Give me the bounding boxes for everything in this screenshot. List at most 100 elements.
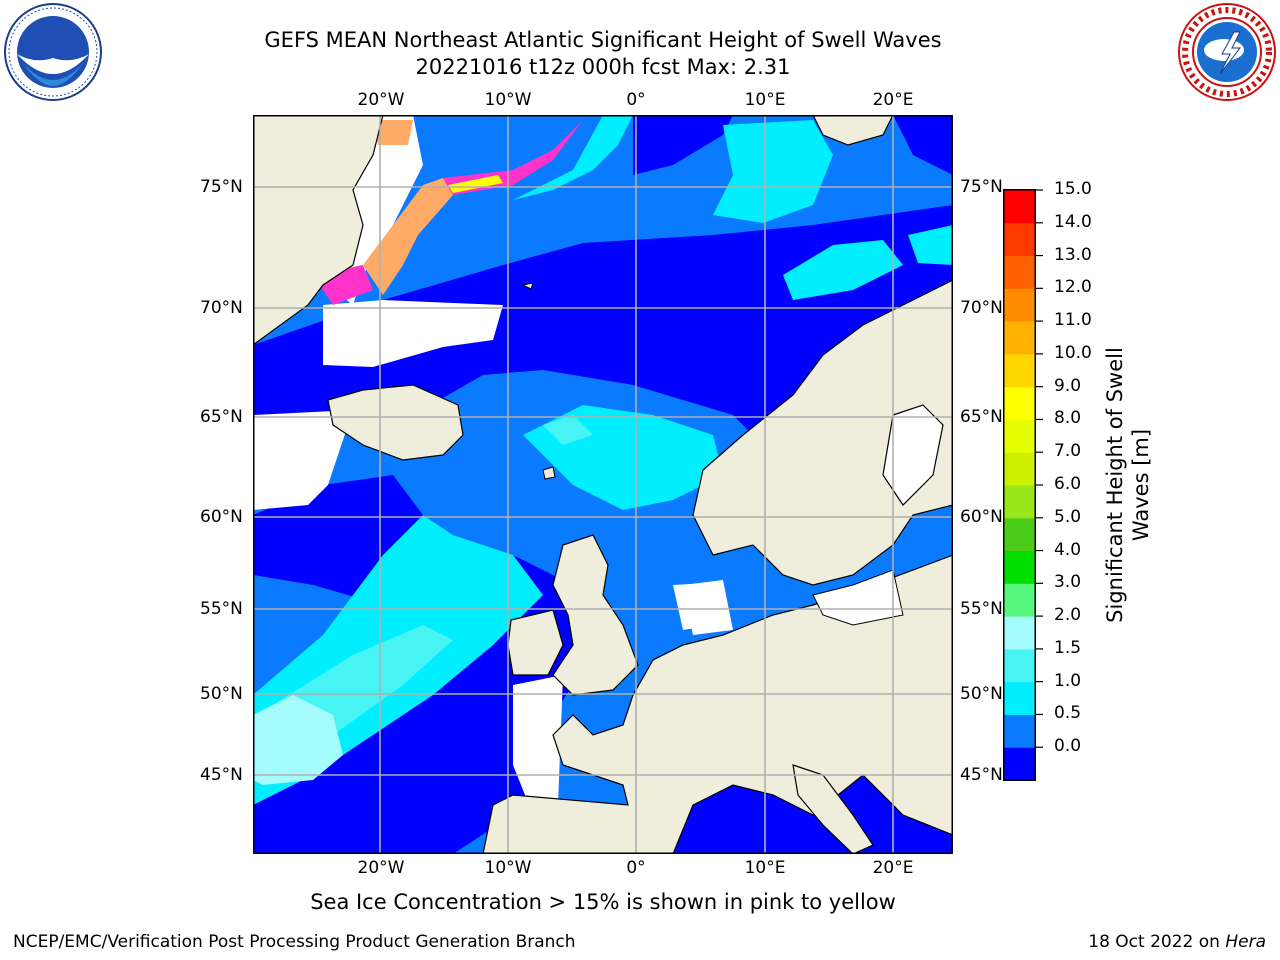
footer-date-text: 18 Oct 2022 on xyxy=(1088,932,1226,952)
colorbar-swatch xyxy=(1004,747,1035,781)
sea-ice-caption: Sea Ice Concentration > 15% is shown in … xyxy=(310,890,896,914)
great-britain-land xyxy=(552,534,639,696)
swell-band-1.0-1.5 xyxy=(783,240,903,300)
lon-label-top: 10°W xyxy=(484,90,532,110)
swell-band-0-0.5 xyxy=(633,115,733,175)
lat-label-left: 65°N xyxy=(200,407,243,427)
swell-height-map xyxy=(253,115,953,854)
swell-band-0-0.5 xyxy=(893,115,953,175)
swell-band-1.0-1.5 xyxy=(908,225,953,265)
swell-band-1.0-1.5 xyxy=(513,115,633,200)
colorbar xyxy=(1003,189,1043,781)
lon-label-bottom: 20°E xyxy=(872,858,914,878)
colorbar-swatch xyxy=(1004,485,1035,519)
lat-label-right: 45°N xyxy=(960,765,1003,785)
lon-label-top: 0° xyxy=(626,90,646,110)
colorbar-swatch xyxy=(1004,681,1035,715)
swell-band-1.5-2.0 xyxy=(543,415,593,445)
sea-ice-region xyxy=(448,175,503,193)
lon-label-top: 20°W xyxy=(357,90,405,110)
sea-ice-region xyxy=(363,178,453,295)
colorbar-swatch xyxy=(1004,452,1035,486)
lon-label-bottom: 0° xyxy=(626,858,646,878)
sea-ice-region xyxy=(443,120,583,195)
lat-label-right: 55°N xyxy=(960,599,1003,619)
footer-date: 18 Oct 2022 on Hera xyxy=(1088,932,1266,952)
colorbar-tick-label: 1.0 xyxy=(1054,670,1082,691)
colorbar-tick-label: 10.0 xyxy=(1054,342,1092,363)
noaa-logo xyxy=(4,3,102,101)
lon-label-top: 10°E xyxy=(744,90,786,110)
colorbar-tick-label: 3.0 xyxy=(1054,572,1082,593)
colorbar-tick-label: 8.0 xyxy=(1054,408,1082,429)
lat-label-right: 60°N xyxy=(960,507,1003,527)
colorbar-title: Significant Height of Swell Waves [m] xyxy=(1102,325,1154,645)
colorbar-swatch xyxy=(1004,321,1035,355)
lat-label-right: 75°N xyxy=(960,177,1003,197)
colorbar-title-line2: Waves [m] xyxy=(1129,428,1153,542)
lat-label-left: 55°N xyxy=(200,599,243,619)
colorbar-swatch xyxy=(1004,517,1035,552)
no-data-region xyxy=(513,675,563,815)
lon-label-bottom: 20°W xyxy=(357,858,405,878)
lon-label-top: 20°E xyxy=(872,90,914,110)
colorbar-swatch xyxy=(1004,255,1035,289)
colorbar-tick-label: 12.0 xyxy=(1054,277,1092,298)
no-data-region xyxy=(323,300,503,367)
footer-credit: NCEP/EMC/Verification Post Processing Pr… xyxy=(13,932,576,952)
lat-label-left: 45°N xyxy=(200,765,243,785)
colorbar-swatch xyxy=(1004,190,1035,224)
colorbar-swatch xyxy=(1004,616,1035,650)
gulf-of-bothnia xyxy=(882,404,944,506)
lat-label-right: 50°N xyxy=(960,684,1003,704)
lat-label-left: 50°N xyxy=(200,684,243,704)
lat-label-left: 75°N xyxy=(200,177,243,197)
colorbar-tick-label: 4.0 xyxy=(1054,539,1082,560)
lat-label-left: 70°N xyxy=(200,298,243,318)
baltic-sea xyxy=(812,569,904,626)
jan-mayen xyxy=(521,282,534,290)
colorbar-tick-label: 13.0 xyxy=(1054,244,1092,265)
greenland-land xyxy=(253,115,384,346)
scandinavia-land xyxy=(692,279,953,586)
colorbar-swatch xyxy=(1004,550,1035,584)
north-sea-no-data xyxy=(673,583,713,630)
nws-logo xyxy=(1178,3,1276,101)
lat-label-right: 65°N xyxy=(960,407,1003,427)
colorbar-swatch xyxy=(1004,288,1035,322)
colorbar-swatch xyxy=(1004,648,1035,683)
colorbar-tick-label: 0.5 xyxy=(1054,703,1082,724)
lon-label-bottom: 10°E xyxy=(744,858,786,878)
colorbar-title-line1: Significant Height of Swell xyxy=(1103,347,1127,623)
chart-title: GEFS MEAN Northeast Atlantic Significant… xyxy=(264,28,942,52)
colorbar-tick-label: 14.0 xyxy=(1054,211,1092,232)
iceland-land xyxy=(327,384,464,461)
colorbar-tick-label: 11.0 xyxy=(1054,310,1092,331)
colorbar-tick-label: 7.0 xyxy=(1054,441,1082,462)
chart-subtitle: 20221016 t12z 000h fcst Max: 2.31 xyxy=(415,55,791,79)
colorbar-tick-label: 5.0 xyxy=(1054,506,1082,527)
lon-label-bottom: 10°W xyxy=(484,858,532,878)
colorbar-swatch xyxy=(1004,386,1035,420)
colorbar-swatch xyxy=(1004,222,1035,257)
swell-band-2.0-3.0 xyxy=(253,695,343,785)
svalbard-land xyxy=(812,115,894,146)
colorbar-tick-label: 2.0 xyxy=(1054,605,1082,626)
faroe-islands xyxy=(542,466,556,480)
colorbar-tick-label: 0.0 xyxy=(1054,736,1082,757)
no-data-region xyxy=(253,410,353,510)
colorbar-swatch xyxy=(1004,419,1035,453)
lat-label-left: 60°N xyxy=(200,507,243,527)
colorbar-tick-label: 15.0 xyxy=(1054,179,1092,199)
colorbar-swatch xyxy=(1004,583,1035,617)
lat-label-right: 70°N xyxy=(960,298,1003,318)
swell-band-1.0-1.5 xyxy=(713,120,833,223)
graticule xyxy=(253,115,953,854)
colorbar-tick-label: 1.5 xyxy=(1054,637,1082,658)
colorbar-swatch xyxy=(1004,353,1035,388)
colorbar-tick-label: 9.0 xyxy=(1054,375,1082,396)
italy-land xyxy=(792,764,874,854)
footer-host: Hera xyxy=(1225,932,1266,952)
sea-ice-region xyxy=(373,120,413,145)
colorbar-swatch xyxy=(1004,714,1035,748)
